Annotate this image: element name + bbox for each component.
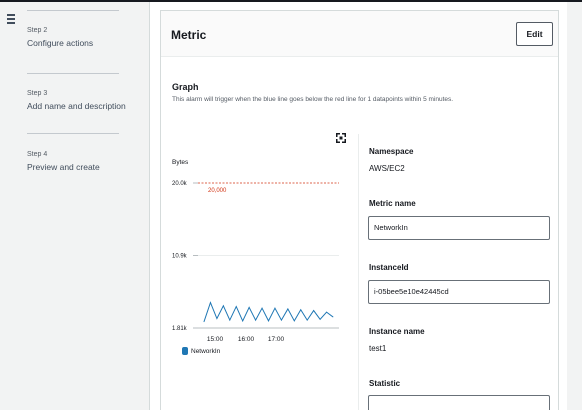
step-divider	[27, 73, 119, 74]
legend-label-networkin: NetworkIn	[191, 348, 221, 355]
data-point	[216, 318, 218, 319]
namespace-label: Namespace	[369, 147, 414, 156]
data-point	[326, 311, 327, 313]
x-tick-label: 17:00	[268, 336, 285, 343]
statistic-label: Statistic	[369, 379, 401, 388]
x-tick-label: 16:00	[238, 336, 255, 343]
top-border	[0, 0, 582, 2]
data-point	[235, 306, 237, 307]
data-point	[210, 302, 211, 303]
data-point	[255, 319, 256, 321]
step-2-number: Step 2	[27, 27, 48, 34]
data-point	[300, 309, 302, 311]
graph-description: This alarm will trigger when the blue li…	[172, 96, 454, 103]
data-point	[332, 316, 334, 318]
y-tick-label: 10.9k	[172, 254, 188, 260]
instance-name-label: Instance name	[369, 327, 425, 336]
data-point	[261, 307, 263, 309]
data-point	[268, 320, 269, 322]
step-3-number: Step 3	[27, 90, 48, 97]
step-4-number: Step 4	[27, 151, 48, 158]
namespace-value: AWS/EC2	[369, 164, 405, 173]
data-point	[313, 310, 315, 311]
legend-swatch-networkin	[182, 347, 188, 355]
step-4-name[interactable]: Preview and create	[27, 162, 100, 172]
data-point	[248, 306, 250, 308]
step-divider	[27, 133, 119, 134]
wizard-steps-nav: Step 2 Configure actions Step 3 Add name…	[22, 2, 150, 410]
step-2[interactable]: Step 2 Configure actions	[27, 26, 143, 48]
hamburger-menu-icon[interactable]	[7, 14, 19, 26]
data-point	[203, 321, 205, 323]
y-axis-label: Bytes	[172, 159, 189, 166]
graph-heading: Graph	[172, 82, 199, 92]
instance-id-label: InstanceId	[369, 263, 409, 272]
data-point	[222, 305, 224, 307]
metric-name-field[interactable]: NetworkIn	[368, 216, 550, 240]
panel-title: Metric	[171, 28, 207, 42]
data-point	[274, 307, 276, 309]
data-point	[287, 308, 289, 310]
instance-id-field[interactable]: i-05bee5e10e42445cd	[368, 280, 550, 304]
right-margin	[567, 2, 582, 410]
data-point	[281, 319, 282, 321]
threshold-label: 20,000	[208, 188, 227, 194]
metric-name-label: Metric name	[369, 199, 416, 208]
metric-panel: Metric Edit Graph This alarm will trigge…	[160, 10, 559, 410]
x-tick-label: 15:00	[207, 336, 224, 343]
panel-header: Metric Edit	[161, 11, 558, 57]
column-divider	[358, 134, 359, 410]
step-3[interactable]: Step 3 Add name and description	[27, 89, 143, 111]
data-point	[306, 319, 308, 321]
y-tick-label: 1.81k	[172, 326, 188, 332]
y-tick-label: 20.0k	[172, 181, 188, 187]
step-3-name[interactable]: Add name and description	[27, 101, 126, 111]
step-2-name[interactable]: Configure actions	[27, 38, 94, 48]
edit-button[interactable]: Edit	[516, 22, 553, 46]
data-point	[293, 320, 295, 322]
fullscreen-icon[interactable]	[336, 133, 346, 143]
step-divider	[27, 10, 119, 11]
data-point	[242, 320, 244, 322]
data-point	[229, 319, 231, 321]
step-4[interactable]: Step 4 Preview and create	[27, 150, 143, 172]
instance-name-value: test1	[369, 344, 387, 353]
left-gutter	[0, 2, 22, 410]
metric-chart: Bytes 20.0k 10.9k 1.81k 20,000 15:00 16:00 1…	[172, 159, 339, 355]
data-point	[319, 318, 321, 320]
statistic-select[interactable]	[368, 395, 550, 410]
